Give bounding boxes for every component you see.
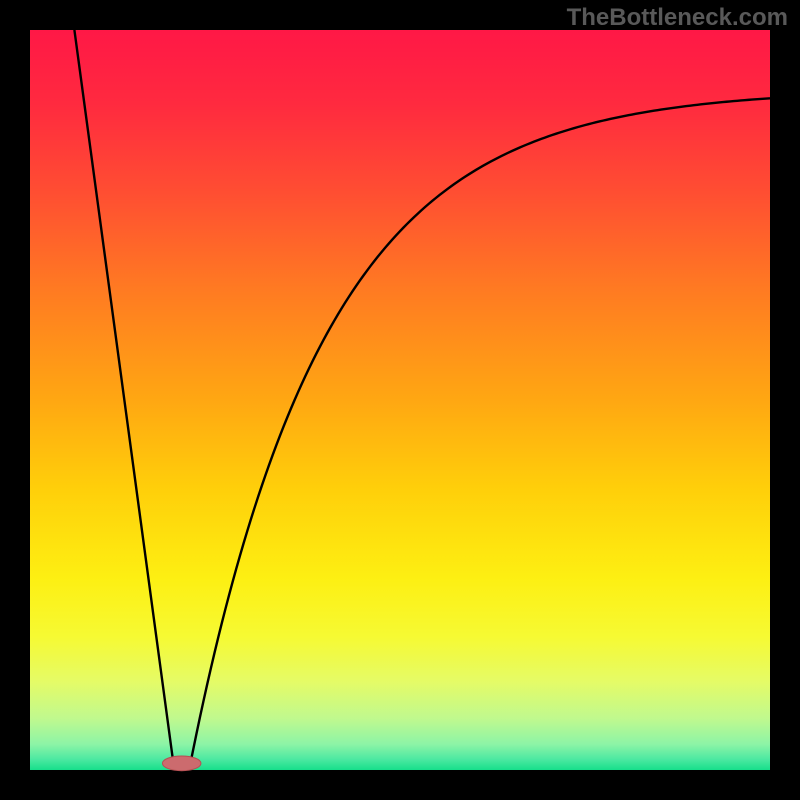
optimal-marker [162, 756, 200, 771]
chart-svg [0, 0, 800, 800]
plot-background [30, 30, 770, 770]
chart-container: TheBottleneck.com [0, 0, 800, 800]
watermark-text: TheBottleneck.com [567, 4, 788, 32]
